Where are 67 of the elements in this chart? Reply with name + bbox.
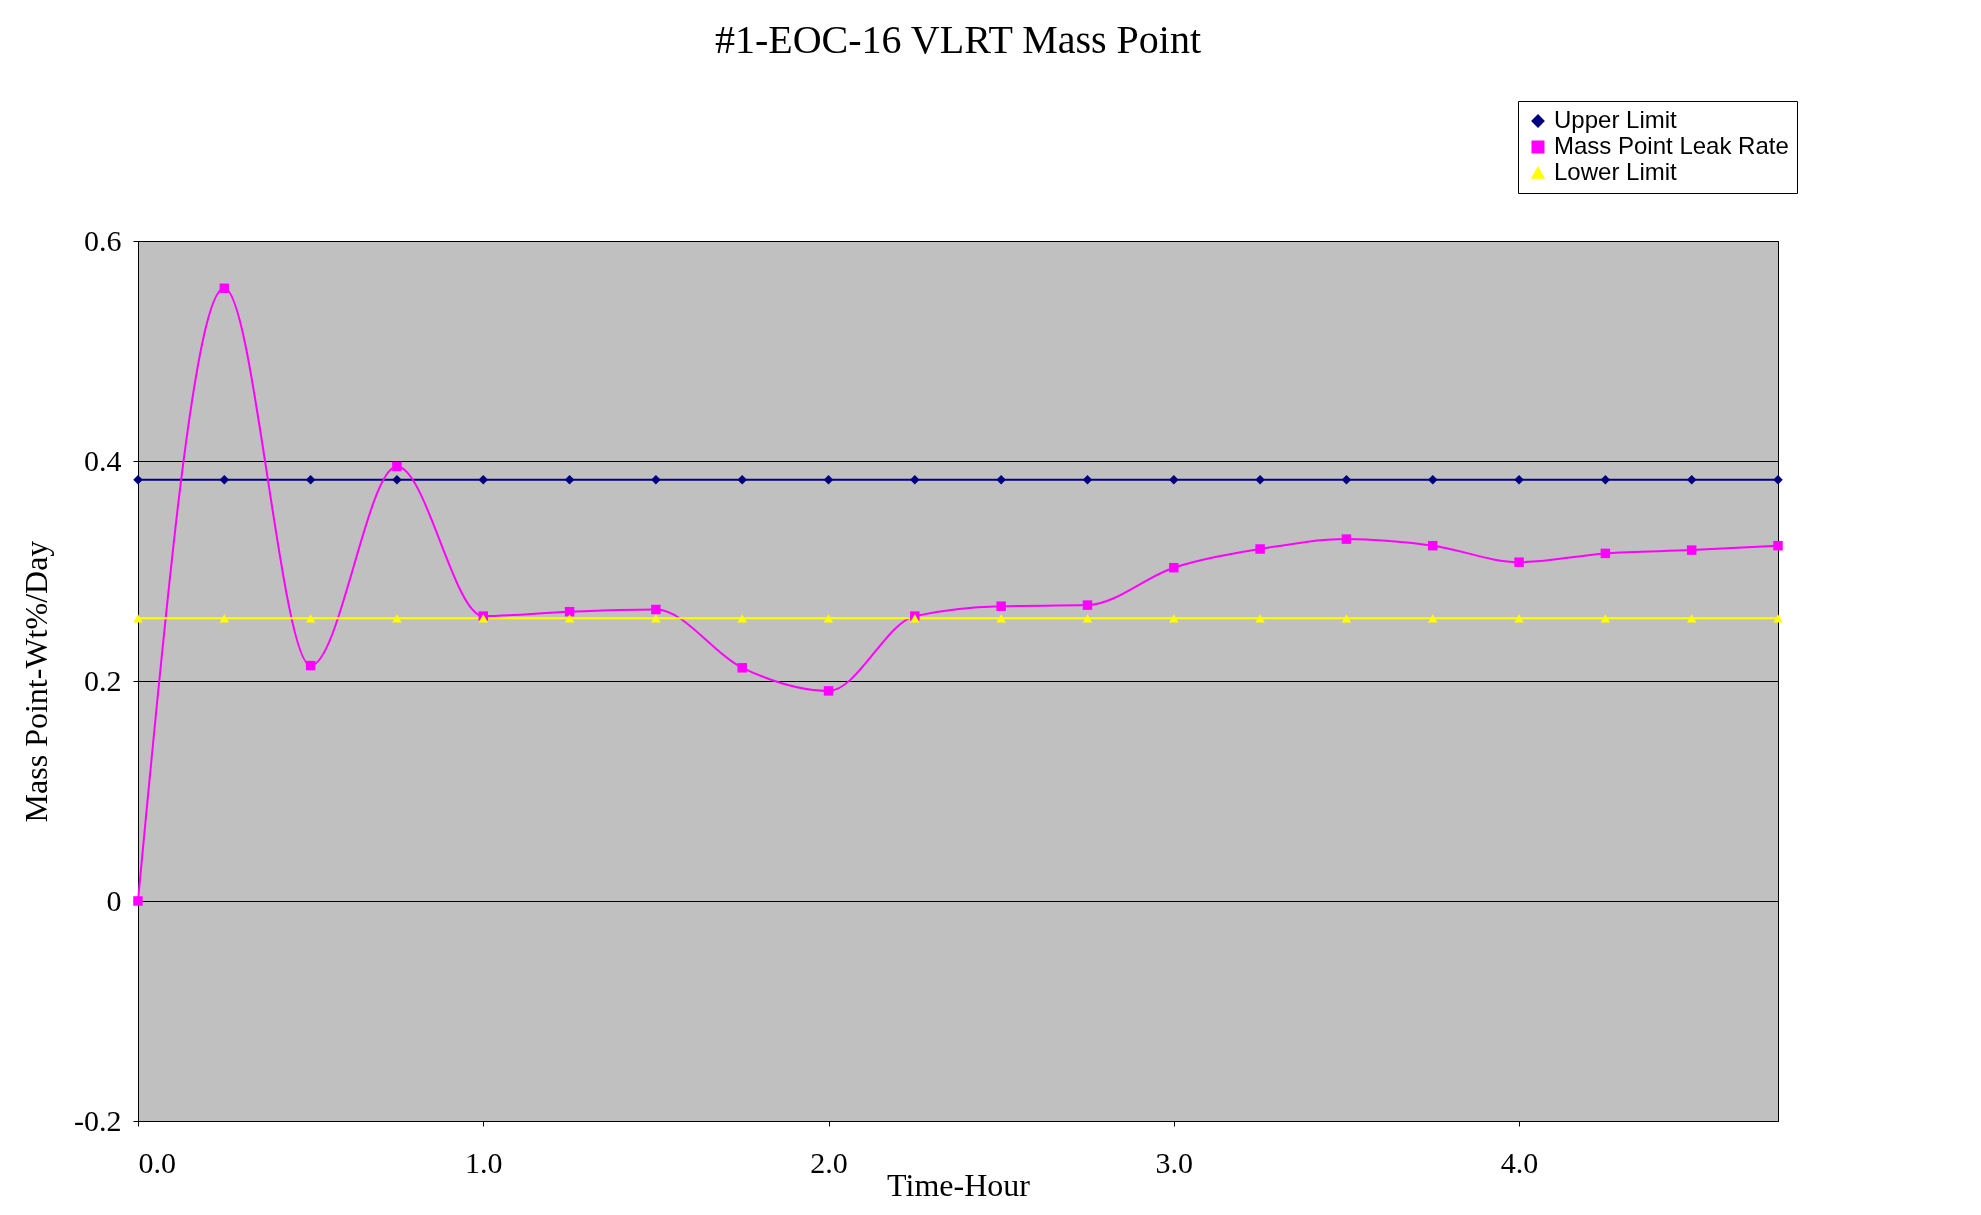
point [1341,474,1352,485]
point [305,660,316,671]
point [305,474,316,485]
y-tick-label: 0.2 [84,663,122,697]
point [823,686,834,696]
point [1686,545,1697,555]
point [1169,614,1179,623]
y-tick-label: -0.2 [74,1103,122,1137]
x-tick-label: 2.0 [810,1145,848,1179]
point [1341,534,1352,544]
point [1514,474,1524,485]
point [1255,614,1265,623]
point [219,614,230,623]
point [133,474,143,485]
point [1255,544,1265,554]
y-tick-label: 0.4 [84,443,122,477]
point [1169,474,1179,485]
x-tick-label: 3.0 [1155,1145,1194,1179]
point [1341,614,1352,623]
point [1082,600,1093,610]
point [219,474,230,485]
legend-label: Lower Limit [1554,158,1678,185]
point [392,461,402,472]
point [1600,614,1611,623]
point [737,663,747,673]
point [392,474,402,485]
point [564,614,575,623]
point [823,474,834,485]
point [823,614,834,623]
point [133,896,143,906]
point [1255,474,1265,485]
point [910,474,920,485]
point [651,604,661,615]
x-tick-label: 1.0 [465,1145,503,1179]
point [1427,540,1438,551]
point [1600,548,1611,559]
y-tick-label: 0.6 [84,223,122,257]
point [1600,474,1611,485]
point [1514,614,1524,623]
point [996,601,1006,611]
point [305,614,316,623]
chart-title: #1-EOC-16 VLRT Mass Point [714,16,1202,62]
x-tick-label: 4.0 [1500,1145,1539,1179]
point [1082,614,1093,623]
point [996,474,1006,485]
x-axis-title: Time-Hour [887,1166,1031,1203]
legend-label: Mass Point Leak Rate [1554,132,1789,159]
point [737,614,747,623]
y-axis-title: Mass Point-Wt%/Day [18,540,55,823]
point [1773,540,1783,551]
point [219,283,230,294]
legend-label: Upper Limit [1554,106,1678,133]
point [1686,474,1697,485]
point [1686,614,1697,623]
point [651,474,661,485]
x-tick-label: 0.0 [138,1145,176,1179]
point [478,474,489,485]
point [392,614,402,623]
point [651,614,661,623]
point [1514,557,1524,567]
point [564,474,575,485]
point [1427,474,1438,485]
point [1169,562,1179,573]
y-tick-label: 0 [106,883,122,917]
point [1082,474,1093,485]
point [737,474,747,485]
point [1773,474,1783,485]
